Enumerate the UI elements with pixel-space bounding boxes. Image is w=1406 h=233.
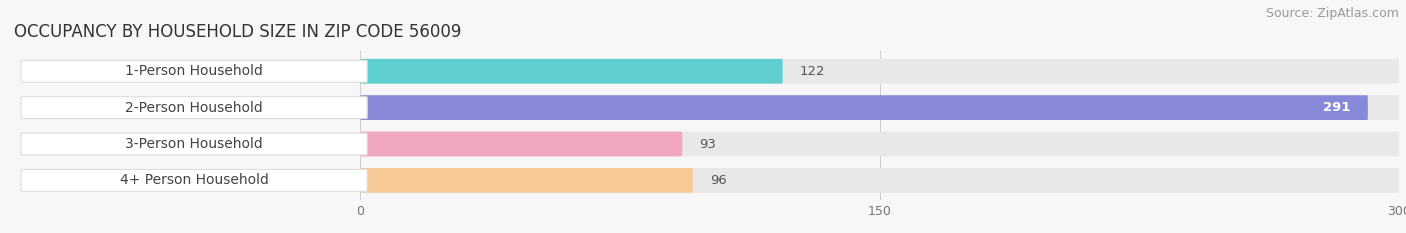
FancyBboxPatch shape bbox=[360, 95, 1368, 120]
Text: 2-Person Household: 2-Person Household bbox=[125, 101, 263, 115]
Text: 93: 93 bbox=[700, 137, 717, 151]
Text: 1-Person Household: 1-Person Household bbox=[125, 64, 263, 78]
FancyBboxPatch shape bbox=[360, 59, 1399, 84]
Text: 3-Person Household: 3-Person Household bbox=[125, 137, 263, 151]
FancyBboxPatch shape bbox=[21, 133, 367, 155]
FancyBboxPatch shape bbox=[21, 169, 367, 191]
FancyBboxPatch shape bbox=[360, 132, 1399, 156]
FancyBboxPatch shape bbox=[360, 168, 693, 193]
Text: 4+ Person Household: 4+ Person Household bbox=[120, 173, 269, 187]
FancyBboxPatch shape bbox=[21, 60, 367, 82]
FancyBboxPatch shape bbox=[21, 97, 367, 119]
Text: 291: 291 bbox=[1323, 101, 1351, 114]
Text: Source: ZipAtlas.com: Source: ZipAtlas.com bbox=[1265, 7, 1399, 20]
FancyBboxPatch shape bbox=[360, 132, 682, 156]
Text: 96: 96 bbox=[710, 174, 727, 187]
Text: 122: 122 bbox=[800, 65, 825, 78]
Text: OCCUPANCY BY HOUSEHOLD SIZE IN ZIP CODE 56009: OCCUPANCY BY HOUSEHOLD SIZE IN ZIP CODE … bbox=[14, 23, 461, 41]
FancyBboxPatch shape bbox=[360, 168, 1399, 193]
FancyBboxPatch shape bbox=[360, 95, 1399, 120]
FancyBboxPatch shape bbox=[360, 59, 783, 84]
